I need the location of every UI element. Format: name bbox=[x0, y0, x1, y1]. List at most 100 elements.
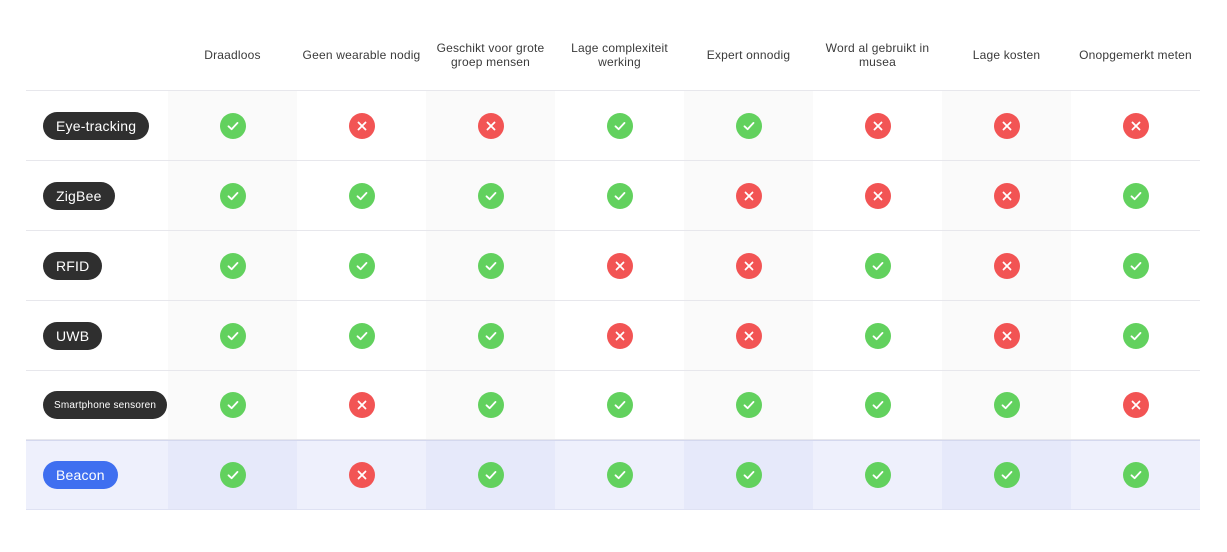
header-row: Draadloos Geen wearable nodig Geschikt v… bbox=[26, 20, 1200, 90]
check-icon bbox=[864, 392, 891, 418]
column-header: Word al gebruikt in musea bbox=[825, 41, 930, 69]
table-cell bbox=[555, 441, 684, 509]
table-cell bbox=[684, 371, 813, 439]
cross-icon bbox=[348, 392, 375, 418]
check-icon bbox=[348, 182, 375, 209]
table-cell bbox=[813, 301, 942, 370]
table-cell bbox=[426, 371, 555, 439]
cross-icon bbox=[348, 462, 375, 488]
row-label-cell: Beacon bbox=[26, 441, 168, 509]
check-icon bbox=[477, 322, 504, 349]
table-cell bbox=[684, 91, 813, 160]
table-cell bbox=[813, 91, 942, 160]
table-cell bbox=[168, 441, 297, 509]
cross-icon bbox=[993, 322, 1020, 349]
cross-icon bbox=[1122, 112, 1149, 139]
technology-pill: Beacon bbox=[43, 461, 118, 489]
check-icon bbox=[606, 462, 633, 488]
table-cell bbox=[555, 301, 684, 370]
column-header: Draadloos bbox=[204, 48, 261, 62]
check-icon bbox=[348, 252, 375, 279]
cross-icon bbox=[993, 182, 1020, 209]
table-row: Beacon bbox=[26, 440, 1200, 510]
cross-icon bbox=[735, 252, 762, 279]
table-cell bbox=[1071, 91, 1200, 160]
cross-icon bbox=[606, 322, 633, 349]
table-row: Smartphone sensoren bbox=[26, 370, 1200, 440]
table-cell bbox=[297, 371, 426, 439]
table-cell bbox=[168, 371, 297, 439]
check-icon bbox=[993, 392, 1020, 418]
table-cell bbox=[555, 371, 684, 439]
check-icon bbox=[606, 392, 633, 418]
check-icon bbox=[219, 462, 246, 488]
row-label-cell: ZigBee bbox=[26, 161, 168, 230]
check-icon bbox=[219, 322, 246, 349]
table-cell bbox=[1071, 371, 1200, 439]
check-icon bbox=[864, 322, 891, 349]
row-label-cell: Smartphone sensoren bbox=[26, 371, 168, 439]
cross-icon bbox=[864, 182, 891, 209]
column-header: Geschikt voor grote groep mensen bbox=[436, 41, 545, 69]
table-cell bbox=[426, 91, 555, 160]
check-icon bbox=[348, 322, 375, 349]
header-corner bbox=[26, 20, 168, 90]
check-icon bbox=[864, 252, 891, 279]
table-cell bbox=[1071, 231, 1200, 300]
table-cell bbox=[297, 301, 426, 370]
row-label-cell: UWB bbox=[26, 301, 168, 370]
column-header: Lage kosten bbox=[972, 48, 1041, 62]
table-cell bbox=[942, 231, 1071, 300]
check-icon bbox=[1122, 182, 1149, 209]
table-cell bbox=[426, 301, 555, 370]
table-cell bbox=[168, 231, 297, 300]
check-icon bbox=[864, 462, 891, 488]
cross-icon bbox=[735, 322, 762, 349]
table-cell bbox=[813, 161, 942, 230]
check-icon bbox=[606, 112, 633, 139]
cross-icon bbox=[606, 252, 633, 279]
table-cell bbox=[684, 231, 813, 300]
table-cell bbox=[297, 441, 426, 509]
table-cell bbox=[684, 161, 813, 230]
check-icon bbox=[477, 462, 504, 488]
table-row: RFID bbox=[26, 230, 1200, 300]
table-cell bbox=[555, 161, 684, 230]
check-icon bbox=[993, 462, 1020, 488]
row-label-cell: RFID bbox=[26, 231, 168, 300]
check-icon bbox=[219, 252, 246, 279]
table-cell bbox=[684, 301, 813, 370]
table-cell bbox=[1071, 441, 1200, 509]
table-cell bbox=[813, 441, 942, 509]
cross-icon bbox=[993, 112, 1020, 139]
check-icon bbox=[735, 112, 762, 139]
table-cell bbox=[297, 231, 426, 300]
cross-icon bbox=[735, 182, 762, 209]
column-header: Geen wearable nodig bbox=[302, 48, 421, 62]
cross-icon bbox=[348, 112, 375, 139]
table-cell bbox=[942, 91, 1071, 160]
check-icon bbox=[477, 182, 504, 209]
check-icon bbox=[477, 392, 504, 418]
check-icon bbox=[219, 182, 246, 209]
row-label-cell: Eye-tracking bbox=[26, 91, 168, 160]
check-icon bbox=[219, 392, 246, 418]
table-row: UWB bbox=[26, 300, 1200, 370]
table-body: Eye-tracking ZigBee RFID UWB Smartphone sens… bbox=[26, 90, 1200, 510]
check-icon bbox=[735, 392, 762, 418]
check-icon bbox=[477, 252, 504, 279]
technology-pill: ZigBee bbox=[43, 181, 115, 210]
table-cell bbox=[426, 161, 555, 230]
table-cell bbox=[168, 161, 297, 230]
cross-icon bbox=[477, 112, 504, 139]
technology-pill: Eye-tracking bbox=[43, 111, 150, 140]
table-cell bbox=[942, 301, 1071, 370]
table-cell bbox=[813, 371, 942, 439]
table-cell bbox=[297, 91, 426, 160]
cross-icon bbox=[864, 112, 891, 139]
check-icon bbox=[1122, 322, 1149, 349]
table-cell bbox=[1071, 301, 1200, 370]
cross-icon bbox=[993, 252, 1020, 279]
check-icon bbox=[219, 112, 246, 139]
technology-pill: Smartphone sensoren bbox=[43, 391, 168, 419]
